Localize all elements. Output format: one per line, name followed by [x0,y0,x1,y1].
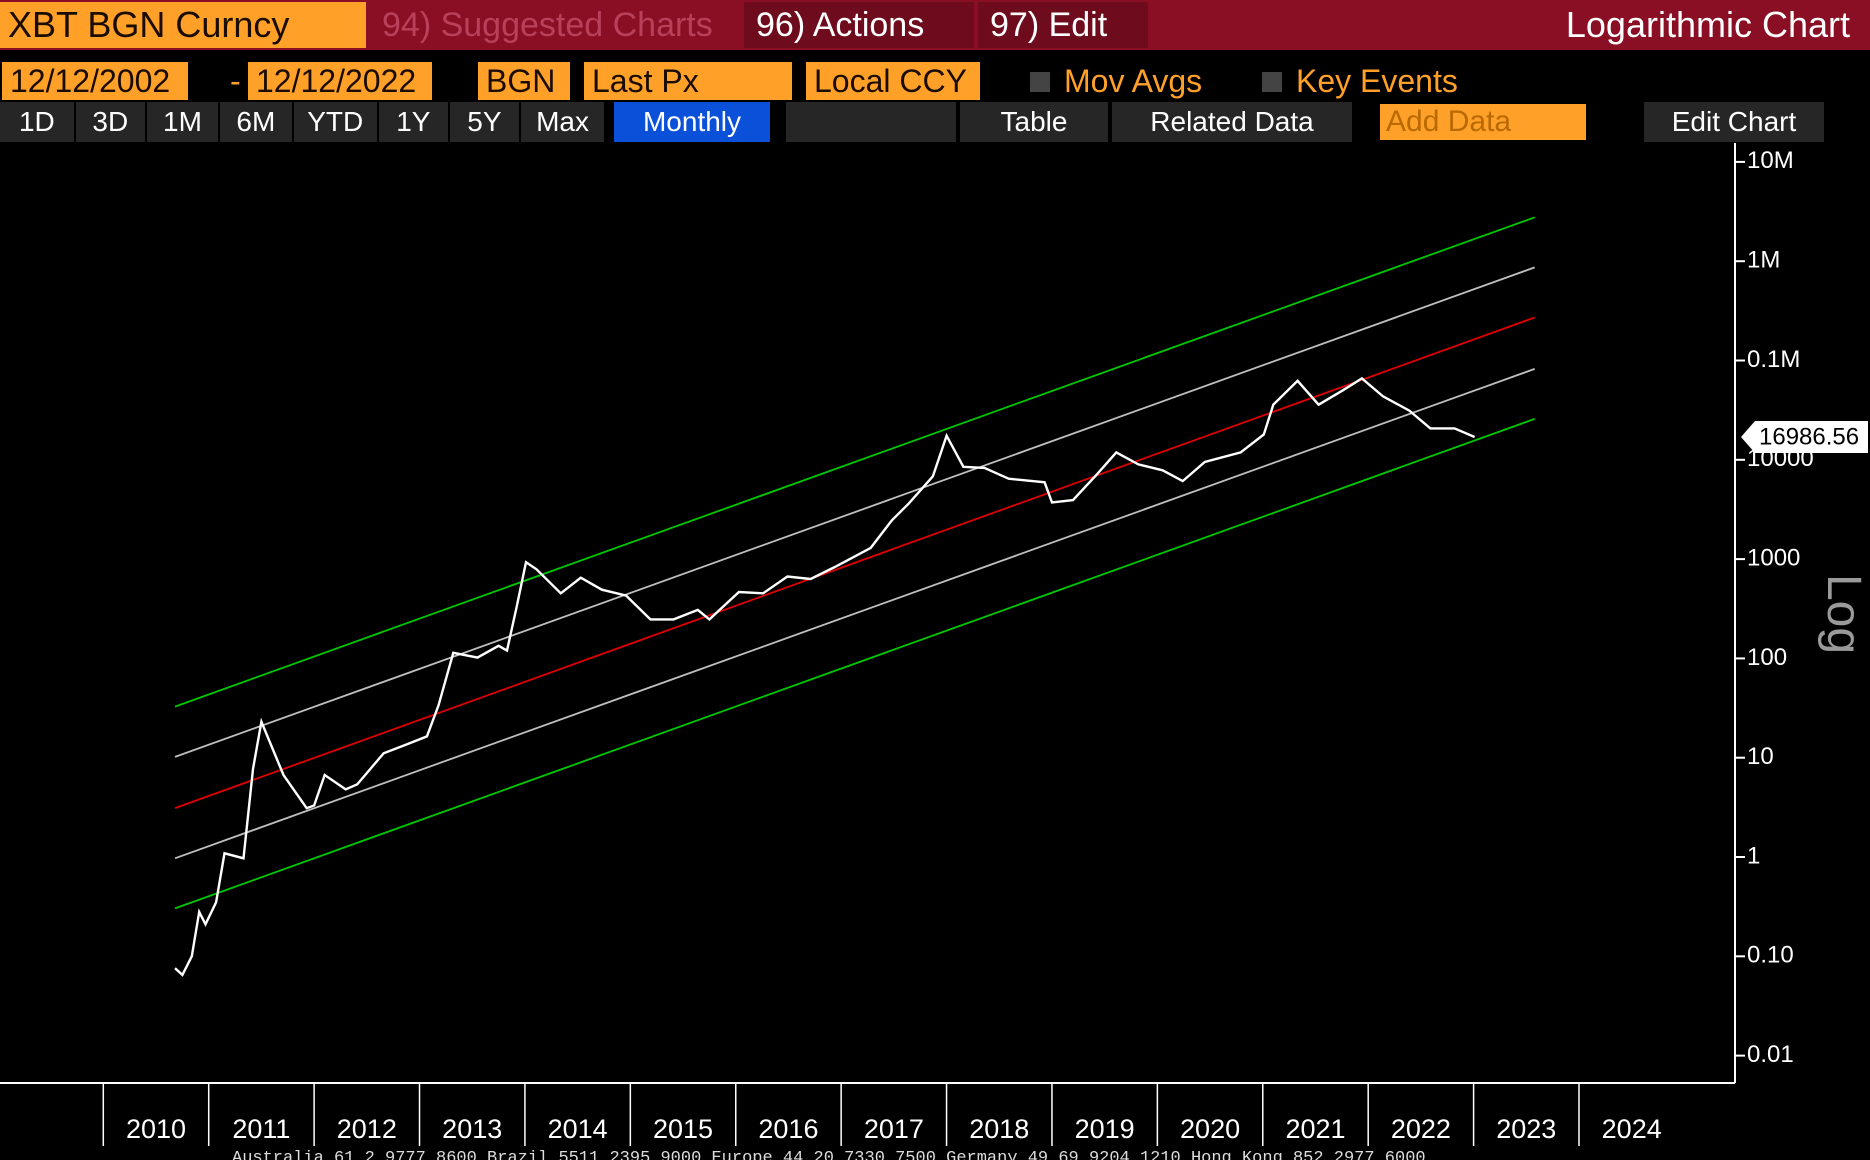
currency-select[interactable]: Local CCY [806,62,980,100]
channel-line [174,216,1536,708]
source-field[interactable]: BGN [478,62,570,100]
actions-menu[interactable]: 96) Actions [744,2,974,48]
x-tick-label: 2022 [1391,1114,1451,1144]
period-button[interactable]: 1D [0,102,74,142]
key-events-toggle[interactable]: Key Events [1296,63,1458,99]
table-button[interactable]: Table [960,102,1108,142]
edit-menu[interactable]: 97) Edit [978,2,1148,48]
frequency-select[interactable]: Monthly [614,102,770,142]
period-button[interactable]: 1Y [378,102,448,142]
related-data[interactable]: Related Data [1112,102,1352,142]
y-tick-label: 10M [1747,147,1794,174]
last-price-tag [1741,420,1868,453]
period-button[interactable]: YTD [293,102,377,142]
channel-line [174,266,1536,758]
y-tick-label: 0.10 [1747,942,1794,969]
y-tick-label: 0.01 [1747,1041,1794,1068]
checkbox[interactable] [1262,72,1282,92]
period-button[interactable]: 1M [146,102,219,142]
chart-type[interactable] [786,102,956,142]
y-axis-label: Log [1817,574,1870,654]
x-tick-label: 2024 [1602,1114,1662,1144]
period-bar: 1D 3D 1M 6M YTD 1Y 5Y Max [0,102,605,142]
x-tick-label: 2015 [653,1114,713,1144]
security-field[interactable]: XBT BGN Curncy [0,2,366,48]
x-tick-label: 2021 [1285,1114,1345,1144]
channel-line [174,368,1536,860]
period-button[interactable]: 3D [75,102,145,142]
chart-title: Logarithmic Chart [1565,4,1850,45]
edit-chart[interactable]: Edit Chart [1644,102,1824,142]
period-button[interactable]: 5Y [449,102,519,142]
y-tick-label: 1M [1747,247,1780,274]
x-tick-label: 2016 [758,1114,818,1144]
y-tick-label: 1000 [1747,544,1800,571]
mov-avgs-toggle[interactable]: Mov Avgs [1064,63,1203,99]
x-tick-label: 2010 [126,1114,186,1144]
period-button[interactable]: 6M [220,102,292,142]
x-tick-label: 2011 [232,1114,290,1144]
x-tick-label: 2017 [864,1114,924,1144]
x-tick-label: 2019 [1075,1114,1135,1144]
channel-line [174,316,1536,809]
end-date[interactable]: 12/12/2022 [248,62,432,100]
period-button[interactable]: Max [520,102,605,142]
y-tick-label: 1 [1747,842,1760,869]
date-separator: - [230,63,241,99]
x-tick-label: 2018 [969,1114,1029,1144]
y-tick-label: 100 [1747,644,1787,671]
last-price-label: 16986.56 [1759,423,1859,450]
footer: Australia 61 2 9777 8600 Brazil 5511 239… [232,1150,1426,1160]
x-tick-label: 2012 [337,1114,397,1144]
suggested-charts[interactable]: 94) Suggested Charts [382,6,713,44]
price-line [174,376,1476,977]
y-tick-label: 10 [1747,743,1774,770]
x-tick-label: 2020 [1180,1114,1240,1144]
x-tick-label: 2023 [1496,1114,1556,1144]
field-select[interactable]: Last Px [584,62,792,100]
x-tick-label: 2014 [548,1114,608,1144]
channel-line [174,418,1536,910]
y-tick-label: 0.1M [1747,346,1800,373]
x-tick-label: 2013 [442,1114,502,1144]
start-date[interactable]: 12/12/2002 [2,62,188,100]
add-data-field[interactable]: Add Data [1380,104,1586,140]
checkbox[interactable] [1030,72,1050,92]
